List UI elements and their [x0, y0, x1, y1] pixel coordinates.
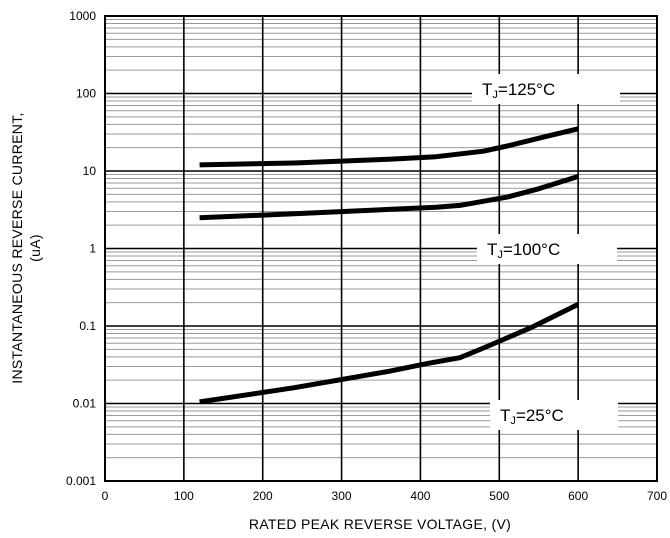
series-label-box	[490, 400, 618, 430]
x-tick-label: 500	[489, 489, 509, 503]
x-tick-label: 100	[174, 489, 194, 503]
y-tick-label: 1000	[69, 9, 96, 23]
series-line	[199, 174, 579, 221]
series-label: TJ=125°C	[482, 80, 555, 101]
series-label-box	[477, 234, 617, 264]
series-label: TJ=25°C	[500, 406, 564, 427]
series-label: TJ=100°C	[487, 240, 560, 261]
plot-border	[104, 15, 658, 482]
plot-frame	[104, 15, 658, 482]
y-tick-label: 0.001	[66, 474, 96, 488]
y-axis-title-line2: (uA)	[27, 234, 43, 262]
y-tick-labels: 0.001 0.01 0.1 1 10 100 1000	[66, 9, 96, 488]
series-labels: TJ=125°C TJ=100°C TJ=25°C	[472, 74, 620, 430]
x-tick-label: 400	[410, 489, 430, 503]
y-tick-label: 100	[76, 87, 96, 101]
x-tick-label: 600	[568, 489, 588, 503]
y-tick-label: 0.1	[79, 319, 96, 333]
x-tick-label: 0	[102, 489, 109, 503]
y-tick-label: 10	[83, 164, 97, 178]
x-tick-labels: 0 100 200 300 400 500 600 700	[102, 489, 668, 503]
series-lines	[199, 126, 580, 405]
y-tick-label: 1	[89, 242, 96, 256]
series-line	[199, 126, 579, 168]
y-tick-label: 0.01	[73, 397, 97, 411]
y-axis-title-line1: INSTANTANEOUS REVERSE CURRENT,	[9, 112, 25, 383]
x-tick-label: 300	[332, 489, 352, 503]
x-tick-label: 700	[647, 489, 667, 503]
series-line	[199, 302, 580, 405]
x-tick-label: 200	[253, 489, 273, 503]
x-axis-title: RATED PEAK REVERSE VOLTAGE, (V)	[249, 516, 511, 532]
series-label-box	[472, 74, 620, 104]
